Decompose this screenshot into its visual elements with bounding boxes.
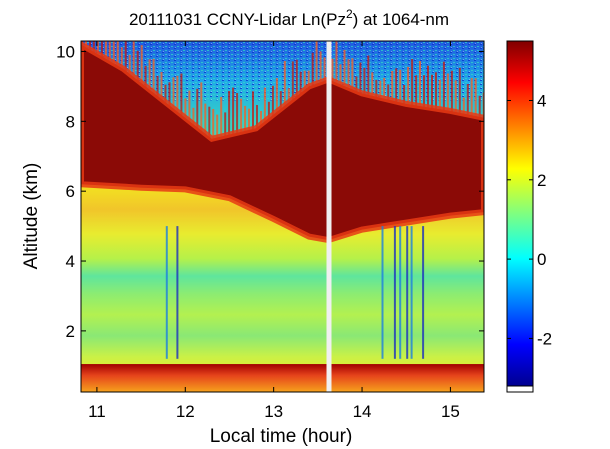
colorbar-underflow (506, 385, 534, 393)
colorbar-tick-label: 0 (537, 250, 546, 269)
y-tick-label: 10 (56, 42, 75, 61)
cloud-layer (81, 44, 484, 241)
y-axis-label: Altitude (km) (21, 163, 42, 270)
profile-spikes (165, 226, 425, 359)
x-tick-label: 11 (88, 402, 106, 421)
boundary-layer (81, 364, 484, 392)
chart-title: 20111031 CCNY-Lidar Ln(Pz2) at 1064-nm (129, 7, 449, 29)
x-axis-label: Local time (hour) (210, 426, 353, 447)
colorbar (506, 40, 534, 387)
y-tick-label: 6 (66, 182, 75, 201)
x-axis: 11 12 13 14 15 (88, 41, 460, 421)
y-tick-label: 2 (66, 322, 75, 341)
colorbar-tick-label: 2 (537, 171, 546, 190)
plot-frame (80, 40, 485, 393)
cloud-edge (81, 41, 484, 244)
x-tick-label: 14 (353, 402, 372, 421)
plot-area (81, 41, 484, 392)
x-tick-label: 12 (176, 402, 195, 421)
y-axis: 2 4 6 8 10 (56, 42, 484, 341)
x-tick-label: 15 (441, 402, 460, 421)
colorbar-axis: -2 0 2 4 (506, 91, 552, 393)
x-tick-label: 13 (264, 402, 283, 421)
data-gap (326, 41, 332, 392)
colorbar-tick-label: -2 (537, 329, 552, 348)
y-tick-label: 4 (66, 252, 75, 271)
y-tick-label: 8 (66, 112, 75, 131)
colorbar-tick-label: 4 (537, 91, 546, 110)
